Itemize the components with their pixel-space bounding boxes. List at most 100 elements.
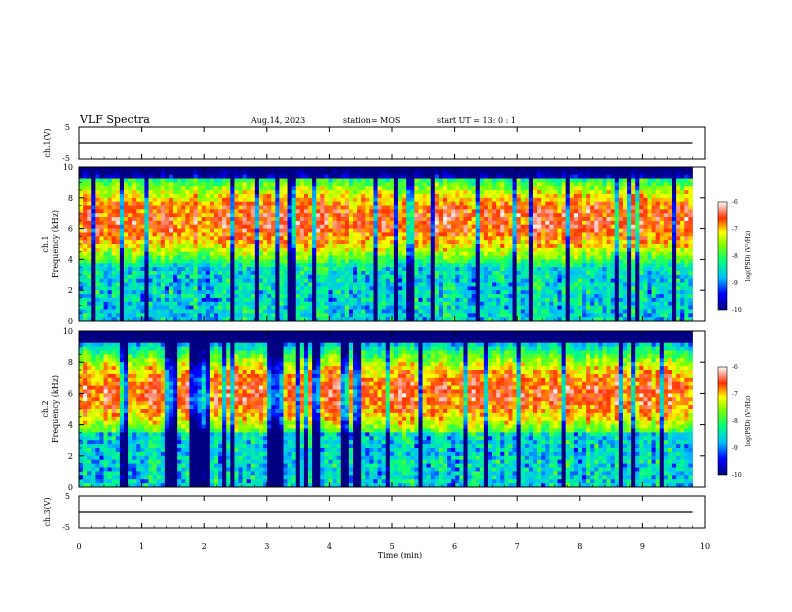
spectrogram-cell (385, 209, 391, 214)
spectrogram-cell (549, 213, 554, 218)
spectrogram-cell (205, 286, 211, 291)
spectrogram-cell (532, 170, 538, 176)
spectrogram-cell (177, 190, 182, 195)
spectrogram-cell (479, 259, 485, 264)
spectrogram-cell (516, 278, 522, 283)
spectrogram-cell (406, 190, 411, 195)
spectrogram-cell (123, 217, 129, 222)
spectrogram-cell (271, 251, 276, 256)
spectrogram-cell (537, 190, 542, 195)
spectrogram-cell (577, 240, 583, 245)
spectrogram-cell (173, 178, 178, 183)
spectrogram-cell (504, 186, 509, 191)
spectrogram-cell (561, 294, 567, 299)
spectrogram-cell (447, 170, 452, 176)
spectrogram-cell (385, 244, 391, 249)
spectrogram-cell (398, 228, 403, 233)
spectrogram-cell (197, 201, 203, 206)
spectrogram-cell (173, 259, 178, 264)
spectrogram-cell (320, 244, 325, 249)
spectrogram-cell (189, 305, 194, 310)
spectrogram-cell (582, 205, 587, 210)
spectrogram-cell (483, 220, 489, 226)
spectrogram-cell (447, 205, 452, 210)
spectrogram-cell (406, 301, 411, 306)
spectrogram-cell (496, 213, 501, 218)
spectrogram-cell (357, 209, 362, 214)
spectrogram-cell (545, 294, 550, 299)
spectrogram-cell (373, 193, 378, 199)
spectrogram-cell (353, 167, 358, 172)
spectrogram-cell (205, 190, 211, 195)
spectrogram-cell (508, 263, 513, 268)
spectrogram-cell (87, 282, 92, 287)
spectrogram-cell (443, 205, 448, 210)
spectrogram-cell (344, 236, 350, 241)
spectrogram-cell (528, 224, 534, 229)
spectrogram-cell (573, 197, 579, 203)
spectrogram-cell (369, 317, 374, 322)
spectrogram-cell (483, 178, 489, 183)
spectrogram-cell (569, 186, 575, 191)
spectrogram-cell (483, 190, 489, 195)
spectrogram-cell (312, 255, 317, 260)
spectrogram-cell (177, 197, 182, 203)
spectrogram-cell (193, 259, 199, 264)
spectrogram-cell (148, 244, 154, 249)
spectrogram-cell (279, 197, 284, 203)
spectrogram-cell (111, 197, 117, 203)
spectrogram-cell (91, 193, 96, 199)
spectrogram-cell (226, 259, 231, 264)
spectrogram-cell (258, 297, 264, 303)
spectrogram-cell (287, 251, 293, 256)
spectrogram-cell (303, 201, 309, 206)
spectrogram-cell (254, 294, 260, 299)
spectrogram-cell (275, 274, 280, 280)
spectrogram-cell (128, 251, 133, 256)
spectrogram-cell (218, 263, 223, 268)
spectrogram-cell (369, 236, 374, 241)
spectrogram-cell (545, 274, 550, 280)
spectrogram-cell (111, 174, 117, 179)
spectrogram-cell (361, 244, 366, 249)
spectrogram-cell (303, 240, 309, 245)
spectrogram-cell (95, 244, 100, 249)
spectrogram-cell (336, 174, 342, 179)
spectrogram-cell (528, 263, 534, 268)
spectrogram-cell (471, 290, 477, 295)
spectrogram-cell (107, 236, 113, 241)
spectrogram-cell (132, 205, 137, 210)
spectrogram-cell (414, 286, 419, 291)
spectrogram-cell (340, 170, 346, 176)
spectrogram-cell (193, 240, 199, 245)
spectrogram-cell (275, 270, 280, 276)
spectrogram-cell (328, 201, 333, 206)
spectrogram-cell (132, 224, 137, 229)
spectrogram-cell (181, 217, 186, 222)
spectrogram-cell (238, 228, 243, 233)
spectrogram-cell (393, 197, 399, 203)
spectrogram-cell (242, 201, 248, 206)
spectrogram-cell (340, 313, 346, 318)
spectrogram-cell (418, 178, 423, 183)
spectrogram-cell (340, 217, 346, 222)
spectrogram-cell (406, 232, 411, 237)
spectrogram-cell (119, 190, 125, 195)
spectrogram-cell (332, 240, 338, 245)
spectrogram-cell (226, 205, 231, 210)
spectrogram-cell (479, 240, 485, 245)
spectrogram-cell (414, 267, 419, 272)
spectrogram-cell (320, 193, 325, 199)
spectrogram-cell (500, 205, 505, 210)
spectrogram-cell (541, 282, 546, 287)
spectrogram-cell (365, 317, 370, 322)
spectrogram-cell (553, 317, 558, 322)
spectrogram-cell (234, 193, 239, 199)
spectrogram-cell (193, 297, 199, 303)
spectrogram-cell (156, 236, 162, 241)
spectrogram-cell (447, 255, 452, 260)
spectrogram-cell (532, 178, 538, 183)
spectrogram-cell (99, 178, 104, 183)
spectrogram-cell (230, 270, 235, 276)
spectrogram-cell (373, 290, 378, 295)
